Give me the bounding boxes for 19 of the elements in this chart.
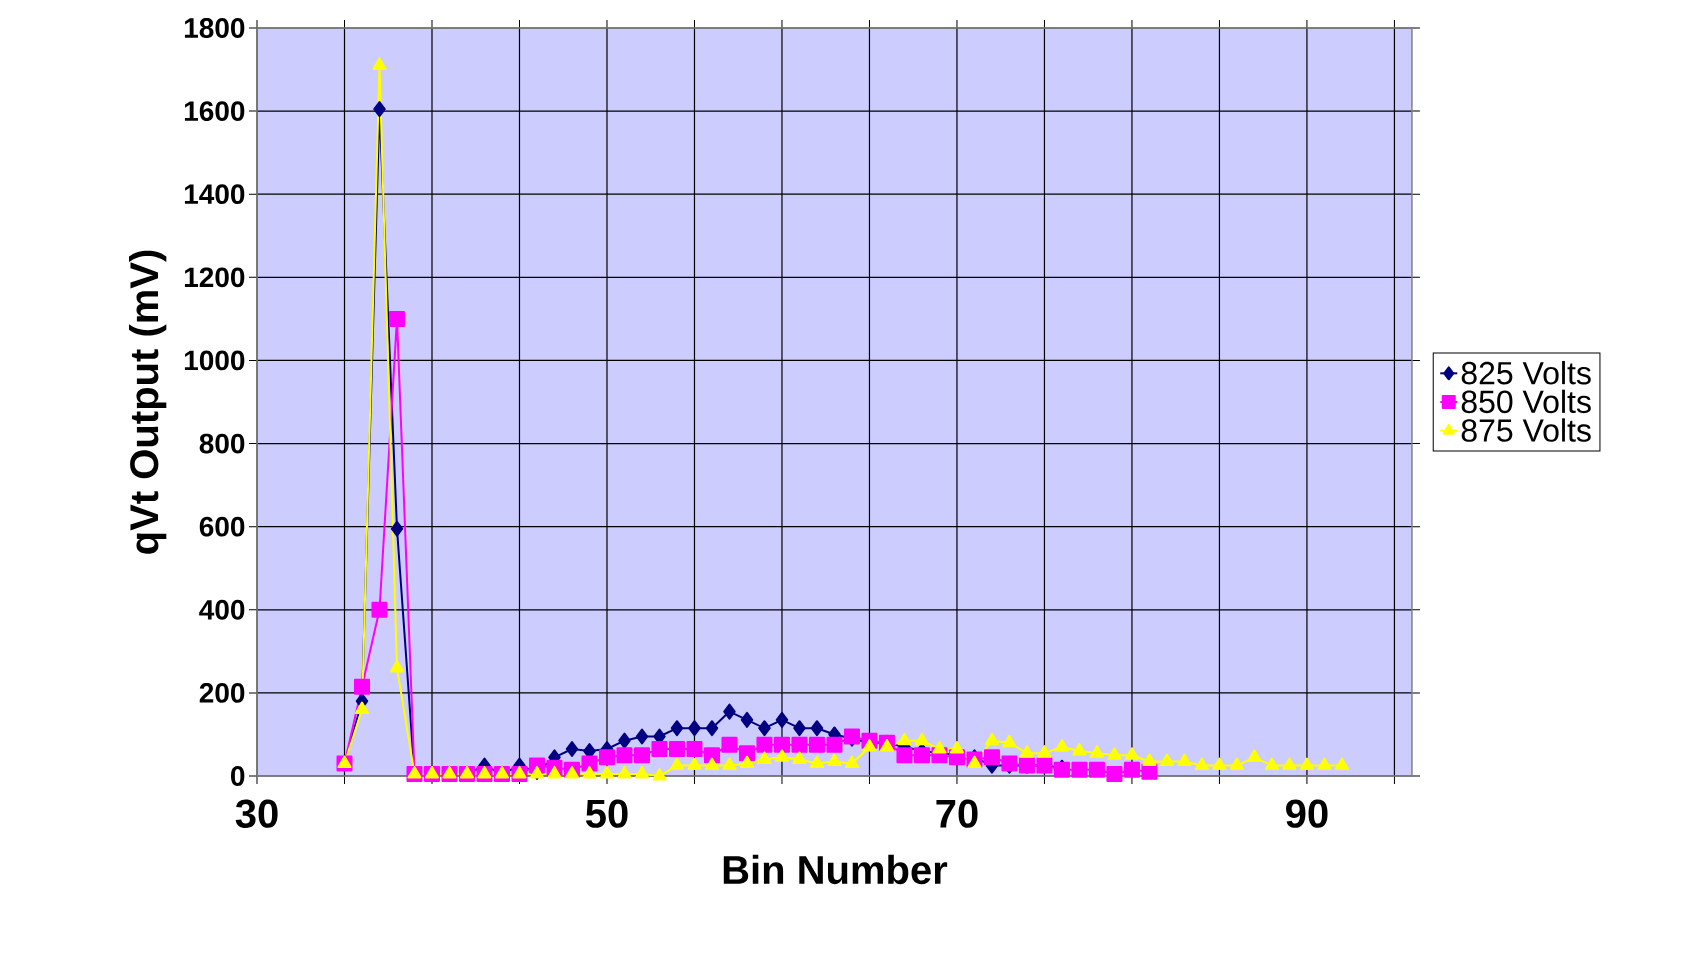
y-tick-label: 1800	[184, 18, 245, 38]
y-tick-label: 1600	[184, 101, 245, 122]
x-axis-title: Bin Number	[723, 854, 948, 885]
y-axis-title: qVt Output (mV)	[129, 250, 167, 554]
x-tick-label: 70	[936, 799, 978, 828]
y-tick-label: 0	[231, 766, 245, 786]
legend-label: 825 Volts	[1461, 360, 1591, 385]
x-tick-label: 50	[585, 799, 628, 828]
y-tick-label: 1000	[184, 350, 245, 371]
y-tick-label: 800	[199, 433, 245, 454]
y-tick-label: 400	[199, 599, 245, 620]
y-tick-label: 200	[199, 682, 245, 703]
legend-label: 875 Volts	[1461, 418, 1591, 442]
y-tick-label: 1200	[184, 267, 245, 288]
legend-label: 850 Volts	[1461, 389, 1591, 414]
y-tick-label: 1400	[184, 184, 245, 205]
x-tick-label: 30	[235, 799, 278, 828]
x-tick-label: 90	[1286, 799, 1328, 828]
y-tick-label: 600	[199, 516, 245, 537]
